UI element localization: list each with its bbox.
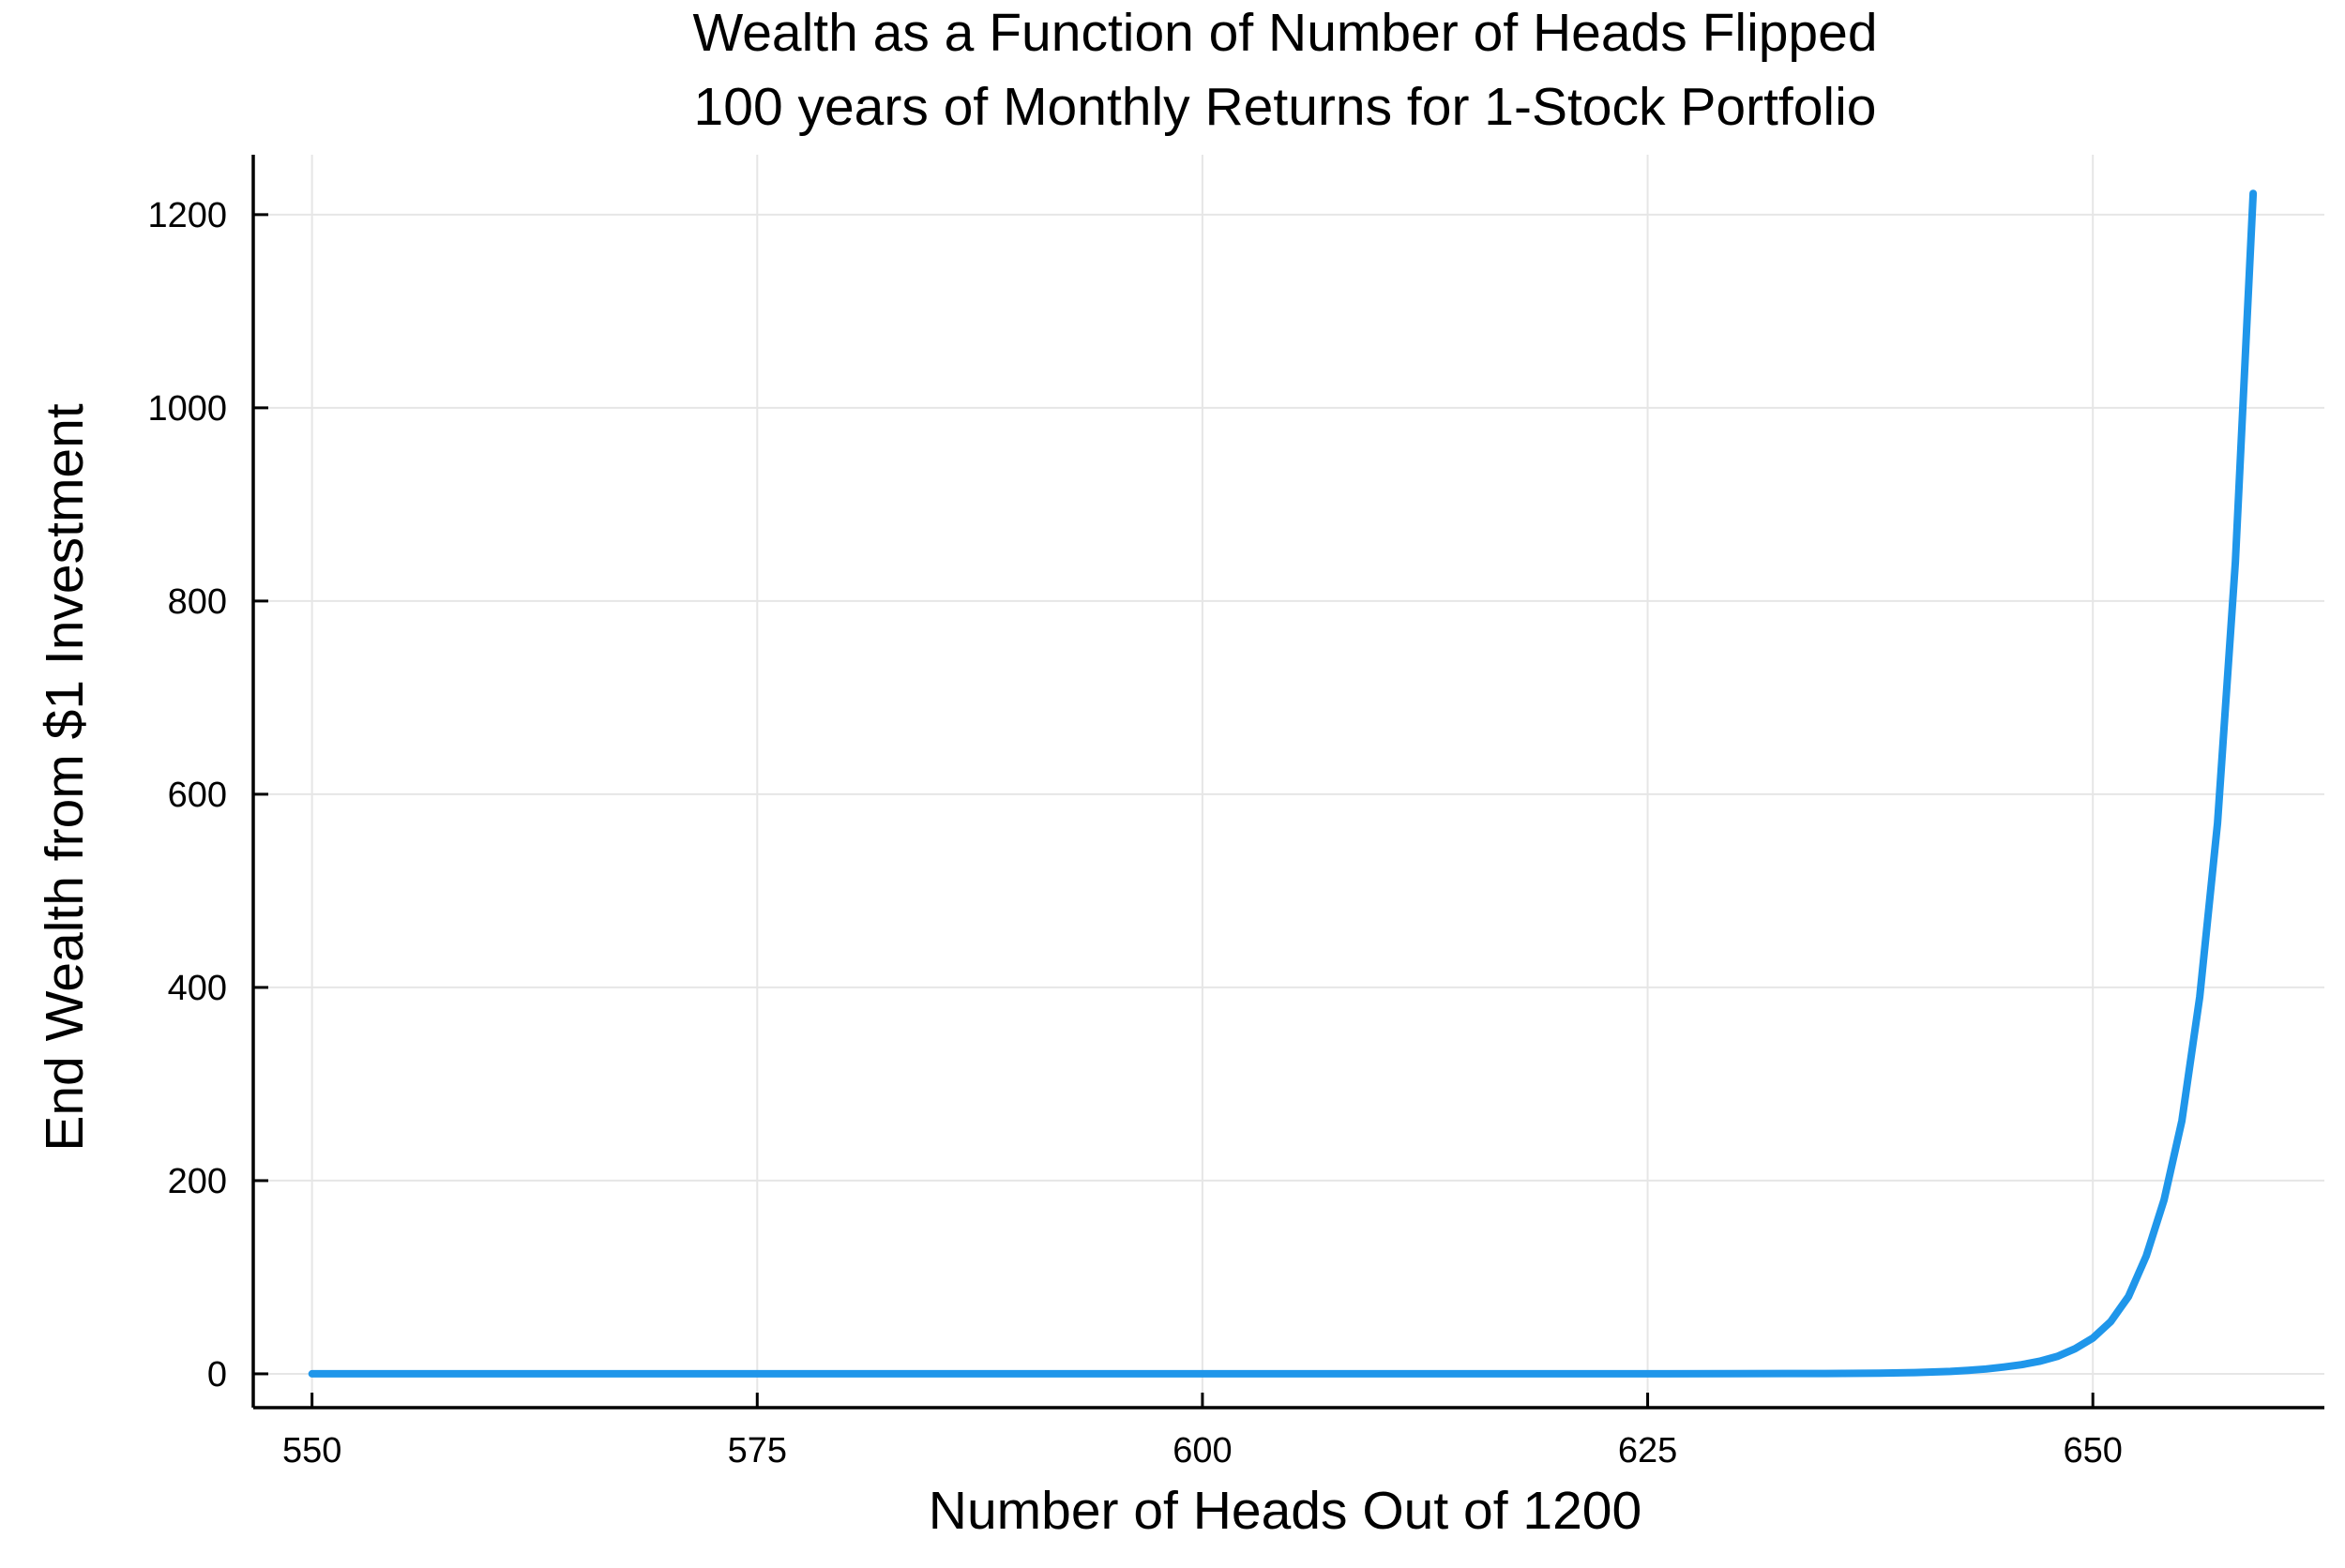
- y-tick-label: 200: [168, 1162, 227, 1201]
- chart-title-line-2: 100 years of Monthly Returns for 1-Stock…: [694, 77, 1877, 137]
- x-tick-label: 600: [1172, 1431, 1232, 1470]
- x-axis-label: Number of Heads Out of 1200: [929, 1481, 1642, 1541]
- axes: [251, 155, 2324, 1410]
- y-tick-label: 1200: [147, 196, 227, 235]
- x-tick-label: 625: [1618, 1431, 1677, 1470]
- y-tick-label: 400: [168, 969, 227, 1008]
- x-tick-label: 575: [728, 1431, 787, 1470]
- y-axis-label: End Wealth from $1 Investment: [35, 403, 95, 1151]
- series-layer: [308, 189, 2258, 1378]
- ticks: 550 575 600 625 650 0 200 400 600 800 1000 1200: [147, 196, 2122, 1470]
- y-tick-label: 0: [207, 1355, 227, 1395]
- x-tick-label: 550: [282, 1431, 341, 1470]
- x-tick-label: 650: [2063, 1431, 2122, 1470]
- grid: [253, 155, 2324, 1408]
- series-line-1: [308, 189, 2258, 1378]
- chart-title-line-1: Wealth as a Function of Number of Heads …: [692, 3, 1877, 63]
- y-tick-label: 800: [168, 582, 227, 622]
- y-tick-label: 600: [168, 776, 227, 815]
- y-tick-label: 1000: [147, 389, 227, 429]
